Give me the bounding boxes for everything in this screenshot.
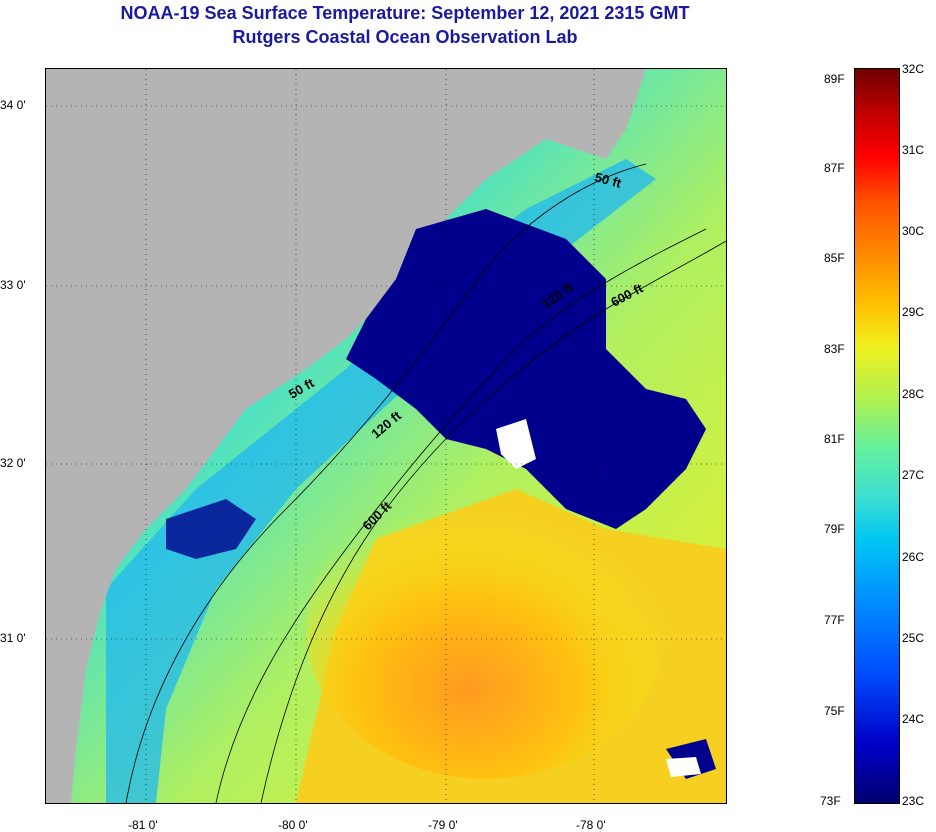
land-mass xyxy=(46,69,726,803)
contour-label-50ft-upper: 50 ft xyxy=(593,169,623,191)
lat-tick-32: 32 0' xyxy=(0,456,26,470)
lat-tick-33: 33 0' xyxy=(0,278,26,292)
colorbar-f-87: 87F xyxy=(824,161,845,175)
cloud-cover-west xyxy=(166,499,256,559)
colorbar-c-28: 28C xyxy=(902,387,925,401)
map-subtitle: Rutgers Coastal Ocean Observation Lab xyxy=(232,27,578,47)
colorbar-f-73: 73F xyxy=(820,794,841,808)
sst-map: 50 ft 50 ft 120 ft 120 ft 600 ft 600 ft xyxy=(45,68,727,804)
colorbar-f-89: 89F xyxy=(824,72,845,86)
contour-50ft xyxy=(125,163,647,803)
lat-tick-34: 34 0' xyxy=(0,98,26,112)
colorbar-c-25: 25C xyxy=(902,631,925,645)
contour-120ft xyxy=(215,228,707,803)
warmest-water-region xyxy=(306,479,666,779)
colorbar-c-23: 23C xyxy=(902,794,925,808)
colorbar-f-85: 85F xyxy=(824,251,845,265)
colorbar-c-32: 32C xyxy=(902,62,925,76)
lon-tick-81: -81 0' xyxy=(128,818,158,832)
lat-tick-31: 31 0' xyxy=(0,631,26,645)
map-title: NOAA-19 Sea Surface Temperature: Septemb… xyxy=(120,3,690,23)
no-data-patch-2 xyxy=(666,757,701,777)
colorbar-f-81: 81F xyxy=(824,432,845,446)
colorbar-c-30: 30C xyxy=(902,224,925,238)
colorbar-c-26: 26C xyxy=(902,550,925,564)
colorbar-f-77: 77F xyxy=(824,613,845,627)
colorbar-c-24: 24C xyxy=(902,712,925,726)
colorbar-f-83: 83F xyxy=(824,342,845,356)
lon-tick-79: -79 0' xyxy=(428,818,458,832)
sst-map-svg: 50 ft 50 ft 120 ft 120 ft 600 ft 600 ft xyxy=(46,69,726,803)
lon-tick-78: -78 0' xyxy=(576,818,606,832)
temperature-colorbar xyxy=(854,68,900,804)
colorbar-c-27: 27C xyxy=(902,468,925,482)
no-data-patch xyxy=(496,419,536,469)
colorbar-c-29: 29C xyxy=(902,305,925,319)
cloud-cover-north xyxy=(346,209,706,529)
contour-600ft xyxy=(260,240,726,803)
graticule xyxy=(46,69,726,803)
colorbar-c-31: 31C xyxy=(902,143,925,157)
colorbar-f-75: 75F xyxy=(824,704,845,718)
cool-nearshore-band xyxy=(106,159,656,803)
lon-tick-80: -80 0' xyxy=(278,818,308,832)
colorbar-f-79: 79F xyxy=(824,522,845,536)
